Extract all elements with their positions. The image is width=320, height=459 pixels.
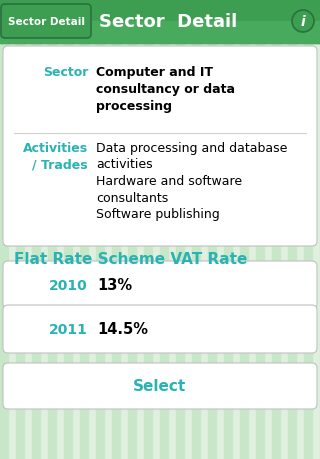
Text: Sector: Sector <box>43 66 88 79</box>
Bar <box>0 22 320 44</box>
Bar <box>256 0 264 459</box>
Circle shape <box>292 11 314 33</box>
Bar <box>176 0 184 459</box>
Bar <box>64 0 72 459</box>
FancyBboxPatch shape <box>3 305 317 353</box>
Bar <box>208 0 216 459</box>
Bar <box>224 0 232 459</box>
Text: 13%: 13% <box>97 278 132 293</box>
Bar <box>0 0 8 459</box>
FancyBboxPatch shape <box>3 363 317 409</box>
Text: Activities
/ Trades: Activities / Trades <box>23 142 88 171</box>
Text: i: i <box>300 15 305 29</box>
Bar <box>32 0 40 459</box>
FancyBboxPatch shape <box>1 5 91 39</box>
Bar <box>128 0 136 459</box>
Bar <box>160 0 168 459</box>
Text: 2010: 2010 <box>49 279 88 292</box>
Text: Data processing and database
activities
Hardware and software
consultants
Softwa: Data processing and database activities … <box>96 142 287 220</box>
Bar <box>16 0 24 459</box>
Bar <box>112 0 120 459</box>
Bar <box>0 0 320 44</box>
Bar <box>192 0 200 459</box>
FancyBboxPatch shape <box>3 47 317 246</box>
Bar <box>288 0 296 459</box>
Bar <box>304 0 312 459</box>
FancyBboxPatch shape <box>3 262 317 309</box>
Bar <box>240 0 248 459</box>
Bar <box>272 0 280 459</box>
Text: 2011: 2011 <box>49 322 88 336</box>
Text: Sector Detail: Sector Detail <box>7 17 84 27</box>
Bar <box>80 0 88 459</box>
Text: Flat Rate Scheme VAT Rate: Flat Rate Scheme VAT Rate <box>14 252 247 266</box>
Bar <box>48 0 56 459</box>
Text: Sector  Detail: Sector Detail <box>99 13 237 31</box>
Text: Select: Select <box>133 379 187 394</box>
Text: Computer and IT
consultancy or data
processing: Computer and IT consultancy or data proc… <box>96 66 235 113</box>
Bar <box>96 0 104 459</box>
Bar <box>144 0 152 459</box>
Text: 14.5%: 14.5% <box>97 322 148 337</box>
